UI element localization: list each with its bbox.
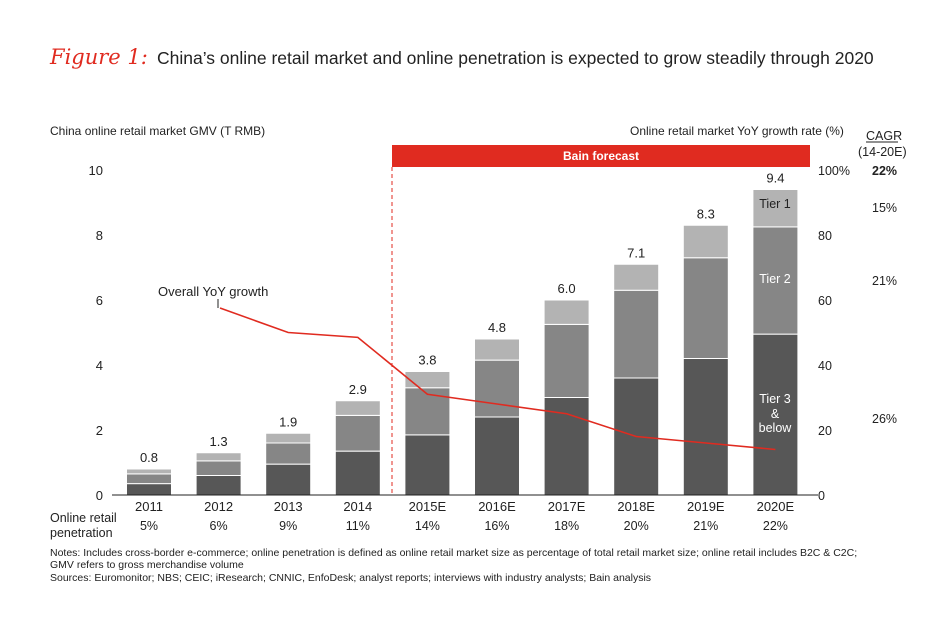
bar-segment [265,442,312,465]
x-tick-label: 2015E [409,499,447,514]
bar-segment [334,450,381,496]
bar-segment [126,473,172,485]
bar-segment [752,189,799,228]
bar-total-label: 6.0 [558,281,576,296]
y2-axis-title: Online retail market YoY growth rate (%) [630,124,844,138]
bar-segment [613,289,660,379]
bar-total-label: 8.3 [697,206,715,221]
growth-line [219,307,776,451]
bar-total-label: 2.9 [349,382,367,397]
penetration-value: 22% [763,519,788,533]
bar-segment [682,358,729,496]
penetration-value: 21% [693,519,718,533]
bar-segment [195,460,242,476]
x-tick-label: 2012 [204,499,233,514]
growth-line-group [219,307,776,451]
penetration-label-line2: penetration [50,526,113,540]
x-tick-label: 2013 [274,499,303,514]
bars: 0.8 1.3 1.9 2.9 3.8 4.8 6.0 7.1 8.3 9.4 [126,171,799,496]
y-axis: 0 2 4 6 8 10 [89,163,103,503]
bar-segment [474,338,520,361]
y-tick-label: 2 [96,423,103,438]
forecast-banner-label: Bain forecast [563,149,639,163]
bar-segment [543,299,590,325]
penetration-value: 18% [554,519,579,533]
notes-line2: GMV refers to gross merchandise volume [50,559,244,571]
y2-tick-label: 60 [818,294,832,308]
segment-label-tier3-line3: below [759,421,793,435]
x-tick-label: 2014 [343,499,372,514]
y2-tick-label: 80 [818,229,832,243]
cagr-tier2: 21% [872,274,897,288]
x-tick-label: 2011 [135,499,163,514]
y-tick-label: 0 [96,488,103,503]
penetration-value: 9% [279,519,297,533]
bar-segment [404,371,451,389]
x-tick-label: 2019E [687,499,725,514]
penetration-value: 16% [484,519,509,533]
segment-label-tier2: Tier 2 [759,272,791,286]
bar-segment [404,434,451,496]
y2-tick-label: 20 [818,424,832,438]
bar-total-label: 1.9 [279,414,297,429]
bar-segment [613,263,660,291]
bar-segment [126,483,172,496]
bar-segment [474,416,520,496]
y2-tick-label: 100% [818,164,850,178]
bar-total-label: 7.1 [627,245,645,260]
penetration-value: 20% [624,519,649,533]
cagr-period: (14-20E) [858,145,907,159]
segment-label-tier3-line2: & [771,407,780,421]
x-tick-label: 2018E [617,499,655,514]
forecast-banner [392,145,810,167]
bar-total-label: 3.8 [418,353,436,368]
bar-segment [543,323,590,398]
bar-segment [126,468,172,475]
sources: Sources: Euromonitor; NBS; CEIC; iResear… [50,572,651,584]
x-tick-label: 2020E [757,499,795,514]
bar-segment [334,400,381,416]
notes-line1: Notes: Includes cross-border e-commerce;… [50,547,857,559]
bar-segment [265,432,312,444]
x-axis: 2011 2012 2013 2014 2015E 2016E 2017E 2018E 2019… [135,499,795,514]
cagr-tier3: 26% [872,412,897,426]
y2-axis: 0 20 40 60 80 100% [818,164,850,503]
bar-segment [195,475,242,496]
y-tick-label: 10 [89,163,103,178]
y2-tick-label: 40 [818,359,832,373]
bar-total-label: 9.4 [766,171,784,186]
y-tick-label: 4 [96,358,103,373]
figure-label: Figure 1: [49,45,148,69]
penetration-row: 5% 6% 9% 11% 14% 16% 18% 20% 21% 22% [140,519,788,533]
bar-segment [195,452,242,462]
x-tick-label: 2017E [548,499,586,514]
bar-segment [682,224,729,259]
cagr-total: 22% [872,164,897,178]
cagr-title: CAGR [866,129,902,143]
bar-segment [265,463,312,496]
bar-total-label: 4.8 [488,320,506,335]
y-axis-title: China online retail market GMV (T RMB) [50,124,265,138]
bar-segment [474,359,520,418]
page-title: China’s online retail market and online … [157,48,874,68]
cagr-tier1: 15% [872,201,897,215]
bar-segment [334,414,381,452]
bar-segment [682,257,729,359]
y-tick-label: 6 [96,293,103,308]
y2-tick-label: 0 [818,489,825,503]
penetration-value: 5% [140,519,158,533]
y-tick-label: 8 [96,228,103,243]
penetration-label-line1: Online retail [50,511,117,525]
penetration-value: 11% [346,519,370,533]
x-tick-label: 2016E [478,499,516,514]
penetration-value: 14% [415,519,440,533]
bar-total-label: 1.3 [210,434,228,449]
growth-line-label: Overall YoY growth [158,284,268,299]
bar-total-label: 0.8 [140,450,158,465]
segment-label-tier3-line1: Tier 3 [759,392,791,406]
penetration-value: 6% [210,519,228,533]
segment-label-tier1: Tier 1 [759,197,791,211]
